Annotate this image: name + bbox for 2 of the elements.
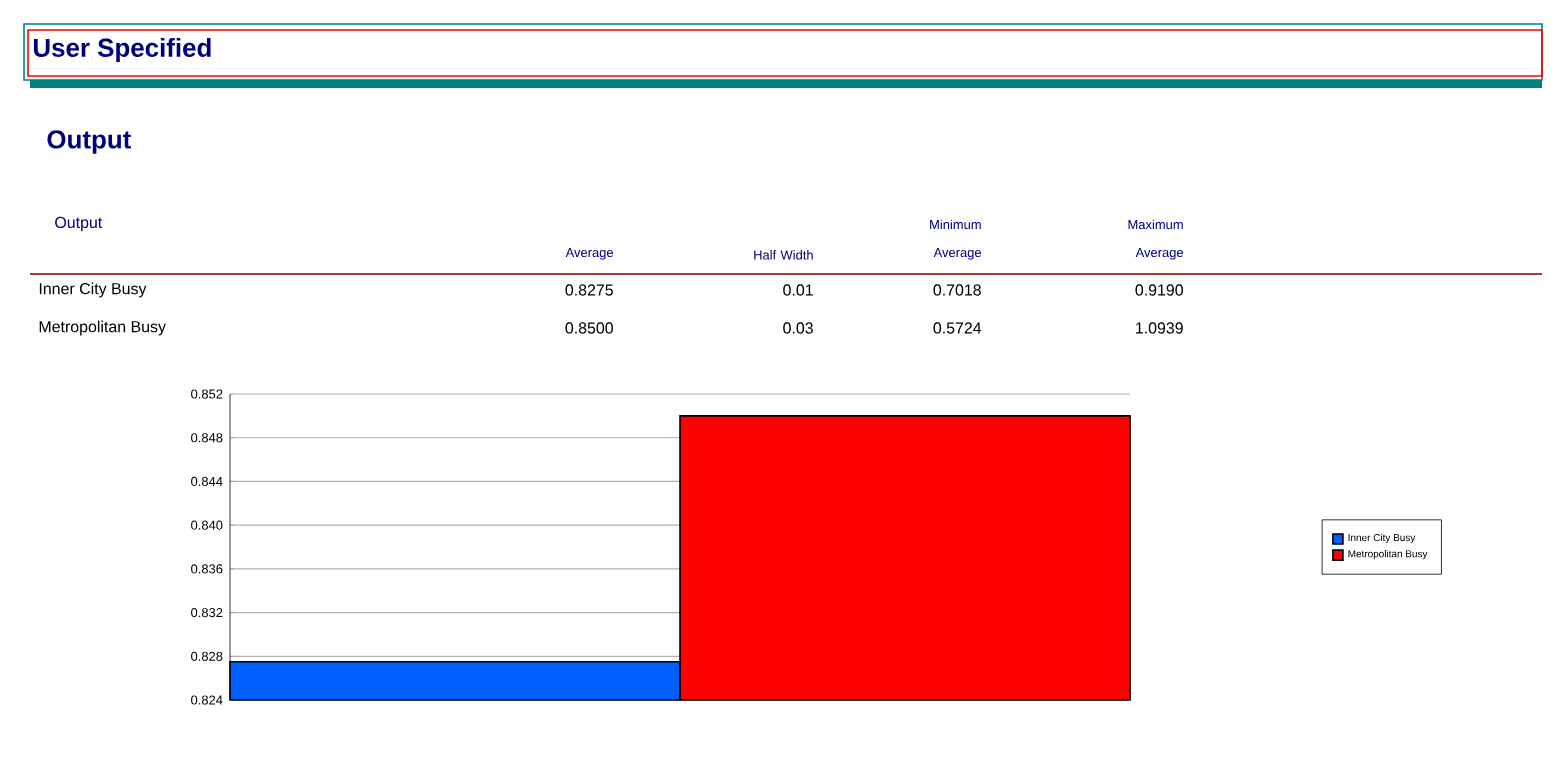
chart-subtitle: Output [47,130,131,154]
chart-title: User Specified [33,37,211,63]
